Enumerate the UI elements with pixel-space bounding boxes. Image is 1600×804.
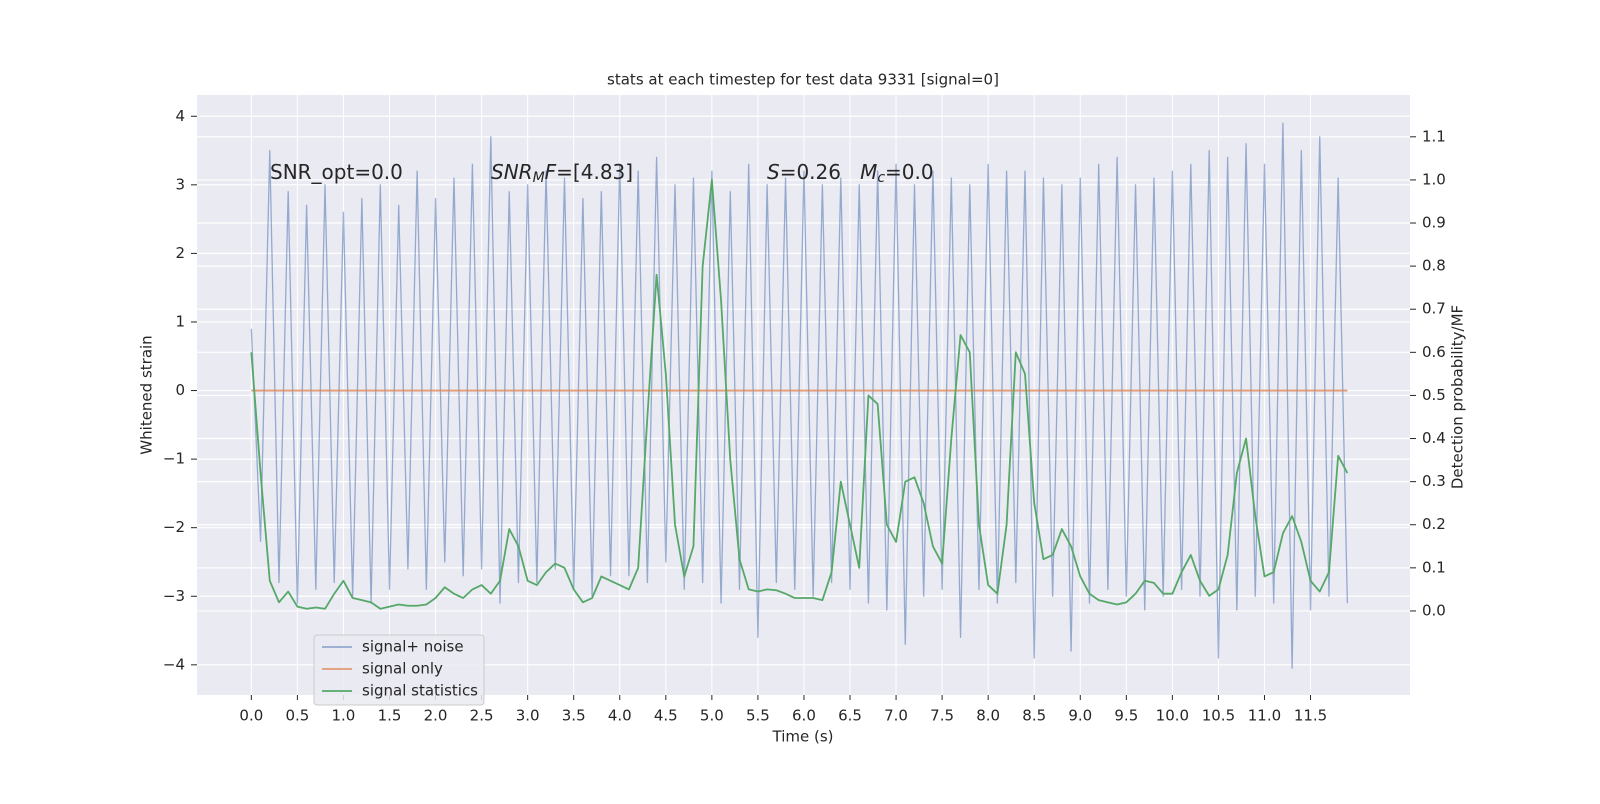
x-tick-label: 9.5 bbox=[1114, 707, 1138, 725]
x-tick-label: 6.0 bbox=[792, 707, 816, 725]
annotation-part: =[4.83] bbox=[556, 160, 633, 184]
x-tick-label: 11.5 bbox=[1294, 707, 1327, 725]
x-tick-label: 3.0 bbox=[516, 707, 540, 725]
x-tick-label: 10.5 bbox=[1202, 707, 1235, 725]
x-tick-label: 0.5 bbox=[285, 707, 309, 725]
x-tick-label: 7.0 bbox=[884, 707, 908, 725]
x-tick-label: 1.5 bbox=[378, 707, 402, 725]
series-line bbox=[250, 179, 1349, 610]
annotation: S=0.26 Mc=0.0 bbox=[767, 160, 934, 187]
y-tick-label: −1 bbox=[163, 450, 185, 468]
y-tick-label: 1 bbox=[175, 312, 185, 330]
x-tick-label: 10.0 bbox=[1156, 707, 1189, 725]
legend-label: signal only bbox=[362, 660, 443, 678]
annotation: SNR_opt=0.0 bbox=[270, 160, 403, 184]
x-tick-label: 2.0 bbox=[424, 707, 448, 725]
y2-tick-label: 1.1 bbox=[1422, 127, 1446, 145]
overlay: 0.0 0.5 1.0 1.5 2.0 2.5 3.0 3.5 4.0 4.5 5.0 5.5 6.0 6… bbox=[163, 107, 1446, 725]
legend-label: signal statistics bbox=[362, 682, 478, 700]
x-tick-label: 9.0 bbox=[1068, 707, 1092, 725]
grid bbox=[191, 95, 1416, 700]
x-tick-label: 8.5 bbox=[1022, 707, 1046, 725]
y-axis-label: Whitened strain bbox=[138, 335, 156, 454]
x-tick-label: 5.0 bbox=[700, 707, 724, 725]
y-tick-label: −3 bbox=[163, 587, 185, 605]
x-tick-label: 4.5 bbox=[654, 707, 678, 725]
annotation: SNRMF=[4.83] bbox=[491, 160, 633, 187]
annotation-part: M bbox=[860, 160, 877, 184]
y2-tick-label: 0.3 bbox=[1422, 472, 1446, 490]
y-tick-label: 2 bbox=[175, 244, 185, 262]
y2-tick-label: 0.0 bbox=[1422, 601, 1446, 619]
annotation-part: c bbox=[877, 170, 885, 186]
annotation-part: =0.0 bbox=[885, 160, 934, 184]
y2-tick-label: 0.8 bbox=[1422, 257, 1446, 275]
legend-label: signal+ noise bbox=[362, 638, 464, 656]
annotation-part: S bbox=[767, 160, 780, 184]
x-tick-label: 11.0 bbox=[1248, 707, 1281, 725]
marks bbox=[250, 122, 1349, 669]
y2-tick-label: 0.2 bbox=[1422, 515, 1446, 533]
chart-title: stats at each timestep for test data 933… bbox=[607, 71, 999, 89]
y2-axis-label: Detection probability/MF bbox=[1449, 305, 1467, 489]
y2-tick-label: 0.7 bbox=[1422, 300, 1446, 318]
y-tick-label: −2 bbox=[163, 518, 185, 536]
x-tick-label: 7.5 bbox=[930, 707, 954, 725]
y2-tick-label: 0.4 bbox=[1422, 429, 1446, 447]
series-line bbox=[250, 122, 1349, 669]
y2-tick-label: 0.9 bbox=[1422, 214, 1446, 232]
x-tick-label: 1.0 bbox=[332, 707, 356, 725]
x-tick-label: 2.5 bbox=[470, 707, 494, 725]
y2-tick-label: 0.5 bbox=[1422, 386, 1446, 404]
x-tick-label: 8.0 bbox=[976, 707, 1000, 725]
annotation-part: SNR bbox=[491, 160, 533, 184]
y2-tick-label: 0.6 bbox=[1422, 343, 1446, 361]
x-tick-label: 5.5 bbox=[746, 707, 770, 725]
y-tick-label: 4 bbox=[175, 107, 185, 125]
y-tick-label: −4 bbox=[163, 655, 185, 673]
y-tick-label: 0 bbox=[175, 381, 185, 399]
legend-box bbox=[313, 634, 485, 706]
y2-tick-label: 1.0 bbox=[1422, 170, 1446, 188]
y-tick-label: 3 bbox=[175, 175, 185, 193]
annotation-part: =0.26 bbox=[780, 160, 860, 184]
annotation-part: F bbox=[545, 160, 557, 184]
x-tick-label: 6.5 bbox=[838, 707, 862, 725]
annotation-part: M bbox=[533, 170, 545, 186]
x-tick-label: 4.0 bbox=[608, 707, 632, 725]
annotation-part: SNR_opt=0.0 bbox=[270, 160, 403, 184]
y2-tick-label: 0.1 bbox=[1422, 558, 1446, 576]
x-tick-label: 0.0 bbox=[239, 707, 263, 725]
x-axis-label: Time (s) bbox=[772, 728, 834, 746]
x-tick-label: 3.5 bbox=[562, 707, 586, 725]
